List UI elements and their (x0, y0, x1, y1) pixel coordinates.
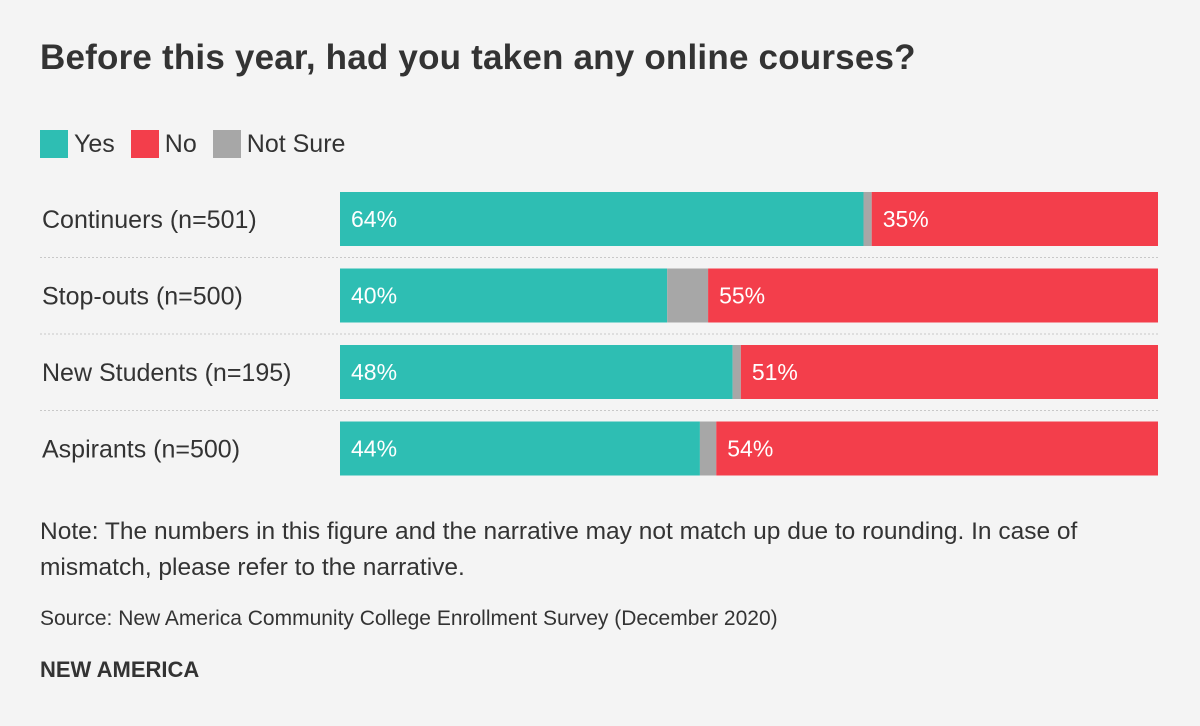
data-label-no: 55% (719, 283, 765, 309)
legend-item-no: No (130, 129, 197, 159)
legend-label-no: No (164, 129, 197, 158)
chart-source: Source: New America Community College En… (40, 607, 778, 630)
legend-swatch-yes (40, 130, 68, 158)
bar-no (871, 192, 1158, 246)
data-label-yes: 64% (351, 206, 397, 232)
legend-label-yes: Yes (74, 129, 115, 158)
chart-title: Before this year, had you taken any onli… (40, 38, 916, 77)
brand-logo: NEW AMERICA (40, 657, 200, 682)
bar-chart: Continuers (n=501) 64% 35% Stop-outs (n=500… (40, 192, 1158, 476)
category-label: Aspirants (n=500) (42, 436, 240, 464)
legend: Yes No Not Sure (40, 129, 361, 159)
chart-note: Note: The numbers in this figure and the… (40, 518, 1078, 581)
bar-no (716, 421, 1158, 476)
legend-swatch-not-sure (212, 130, 241, 158)
bar-not-sure (863, 192, 872, 246)
data-label-yes: 40% (351, 283, 397, 309)
bar-yes (340, 192, 864, 246)
category-label: New Students (n=195) (42, 359, 291, 387)
legend-item-yes: Yes (40, 130, 115, 159)
bar-not-sure (667, 268, 709, 323)
data-label-yes: 44% (351, 436, 397, 462)
bar-yes (340, 421, 700, 476)
bar-no (740, 345, 1158, 399)
bar-yes (340, 268, 668, 323)
legend-label-not-sure: Not Sure (246, 129, 346, 158)
data-label-no: 54% (727, 436, 773, 462)
category-label: Continuers (n=501) (42, 206, 257, 234)
bar-yes (340, 345, 733, 399)
bar-not-sure (699, 421, 717, 476)
data-label-yes: 48% (351, 359, 397, 385)
category-label: Stop-outs (n=500) (42, 283, 243, 311)
bar-no (708, 268, 1158, 323)
bar-not-sure (732, 345, 741, 399)
data-label-no: 35% (883, 206, 929, 232)
legend-item-not-sure: Not Sure (212, 129, 346, 159)
legend-swatch-no (130, 130, 159, 158)
data-label-no: 51% (752, 359, 798, 385)
